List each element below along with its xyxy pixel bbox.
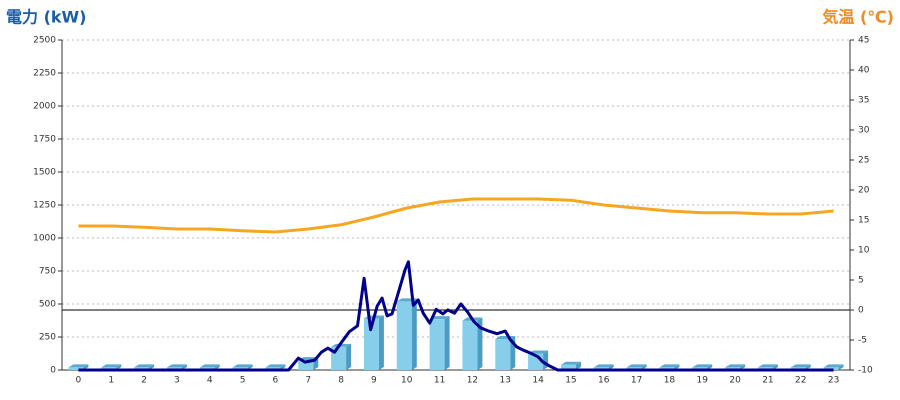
x-tick-label: 8 [338,376,344,386]
bar-top [823,364,844,368]
y-tick-label: 2500 [33,36,56,46]
x-tick-label: 23 [828,376,839,386]
y-tick-label: 500 [39,300,56,310]
x-tick-label: 10 [401,376,413,386]
y2-tick-label: -10 [858,366,873,376]
x-tick-label: 6 [273,376,279,386]
x-tick-label: 13 [500,376,511,386]
x-tick-label: 21 [762,376,773,386]
bar [396,301,412,370]
y-tick-label: 250 [39,333,56,343]
bar-top [68,364,89,368]
x-tick-label: 3 [174,376,180,386]
x-tick-label: 11 [434,376,445,386]
bar [495,338,511,370]
y2-tick-label: 35 [858,96,869,106]
bar-top [790,364,811,368]
y2-tick-label: 45 [858,36,869,46]
bar-top [692,364,713,368]
y2-tick-label: 40 [858,66,870,76]
y2-tick-label: -5 [858,336,867,346]
x-tick-label: 1 [108,376,114,386]
bar-top [134,364,155,368]
bar-side [346,343,352,370]
bar-top [265,364,286,368]
bar [462,320,478,370]
x-tick-label: 12 [467,376,478,386]
y-tick-label: 1750 [33,135,56,145]
bar [560,364,576,370]
y2-tick-label: 30 [858,126,870,136]
y-tick-label: 0 [50,366,56,376]
bar-top [626,364,647,368]
bar-side [477,317,483,370]
x-tick-label: 9 [371,376,377,386]
x-tick-label: 18 [664,376,676,386]
y-tick-label: 2000 [33,102,56,112]
bar-top [593,364,614,368]
x-tick-label: 17 [631,376,642,386]
y-tick-label: 1250 [33,201,56,211]
x-tick-label: 15 [565,376,576,386]
x-tick-label: 14 [532,376,544,386]
y2-tick-label: 0 [858,306,864,316]
bar [429,319,445,370]
x-tick-label: 5 [240,376,246,386]
x-tick-label: 2 [141,376,147,386]
y2-tick-label: 25 [858,156,869,166]
bar-top [101,364,122,368]
bar-top [166,364,187,368]
x-tick-label: 4 [207,376,213,386]
bar-side [378,315,384,370]
y2-tick-label: 10 [858,246,870,256]
bar [298,360,314,370]
y-tick-label: 2250 [33,69,56,79]
bar-top [232,364,253,368]
y2-tick-label: 20 [858,186,870,196]
bar-top [757,364,778,368]
bar-top [199,364,220,368]
y-tick-label: 750 [39,267,56,277]
bar-side [444,316,450,370]
bar-side [543,350,549,370]
bar-side [411,298,417,370]
bar-top [725,364,746,368]
x-tick-label: 20 [729,376,741,386]
bar-top [560,361,581,365]
x-tick-label: 7 [305,376,311,386]
x-tick-label: 22 [795,376,806,386]
bar-side [838,364,844,370]
power-line [78,260,834,372]
y-axis-title: 電力 (kW) [6,8,87,27]
bar-top [429,316,450,320]
y2-axis-title: 気温 (℃) [822,8,894,27]
x-tick-label: 19 [697,376,709,386]
x-tick-label: 0 [76,376,82,386]
temperature-line [78,197,834,234]
bar [363,318,379,370]
y2-tick-label: 5 [858,276,864,286]
bar-side [575,361,581,370]
y2-tick-label: 15 [858,216,869,226]
bar [68,367,84,370]
bar-top [659,364,680,368]
y-tick-label: 1500 [33,168,56,178]
x-tick-label: 16 [598,376,610,386]
y-tick-label: 1000 [33,234,56,244]
